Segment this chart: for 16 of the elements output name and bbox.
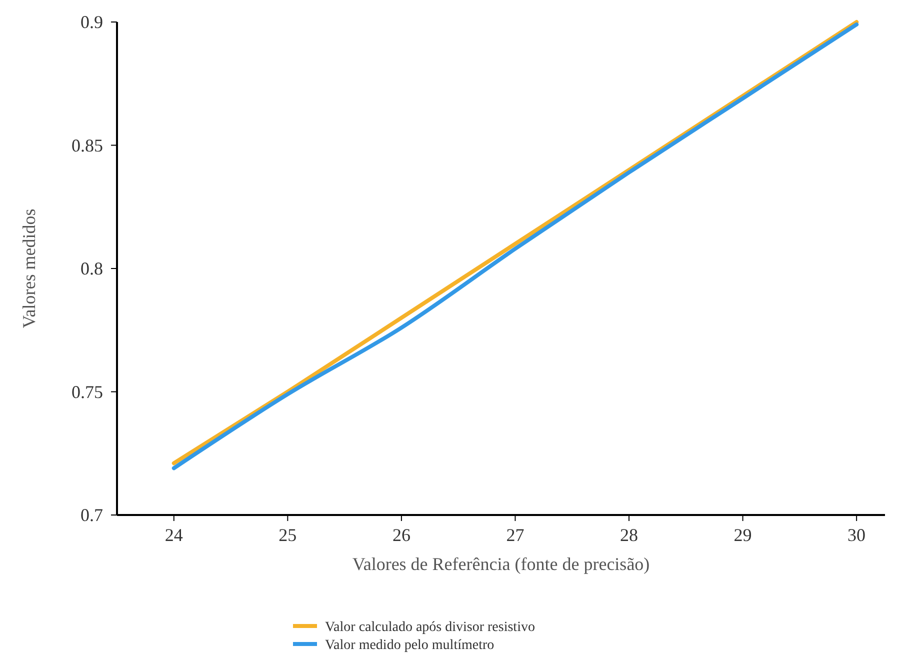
y-axis-title: Valores medidos <box>19 208 39 328</box>
y-tick-label: 0.85 <box>72 135 103 156</box>
legend-label: Valor calculado após divisor resistivo <box>325 620 535 635</box>
y-tick-label: 0.75 <box>72 382 103 402</box>
x-tick-label: 30 <box>848 525 866 545</box>
y-tick-label: 0.8 <box>80 258 103 278</box>
legend-label: Valor medido pelo multímetro <box>325 638 494 653</box>
x-tick-label: 26 <box>392 525 410 545</box>
x-axis-title: Valores de Referência (fonte de precisão) <box>352 554 650 574</box>
x-tick-label: 27 <box>506 525 524 545</box>
x-tick-label: 24 <box>164 525 183 545</box>
x-tick-label: 29 <box>734 525 752 545</box>
y-tick-label: 0.7 <box>80 505 103 525</box>
x-tick-label: 28 <box>620 525 638 545</box>
x-tick-label: 25 <box>278 525 297 545</box>
y-tick-label: 0.9 <box>80 12 103 32</box>
